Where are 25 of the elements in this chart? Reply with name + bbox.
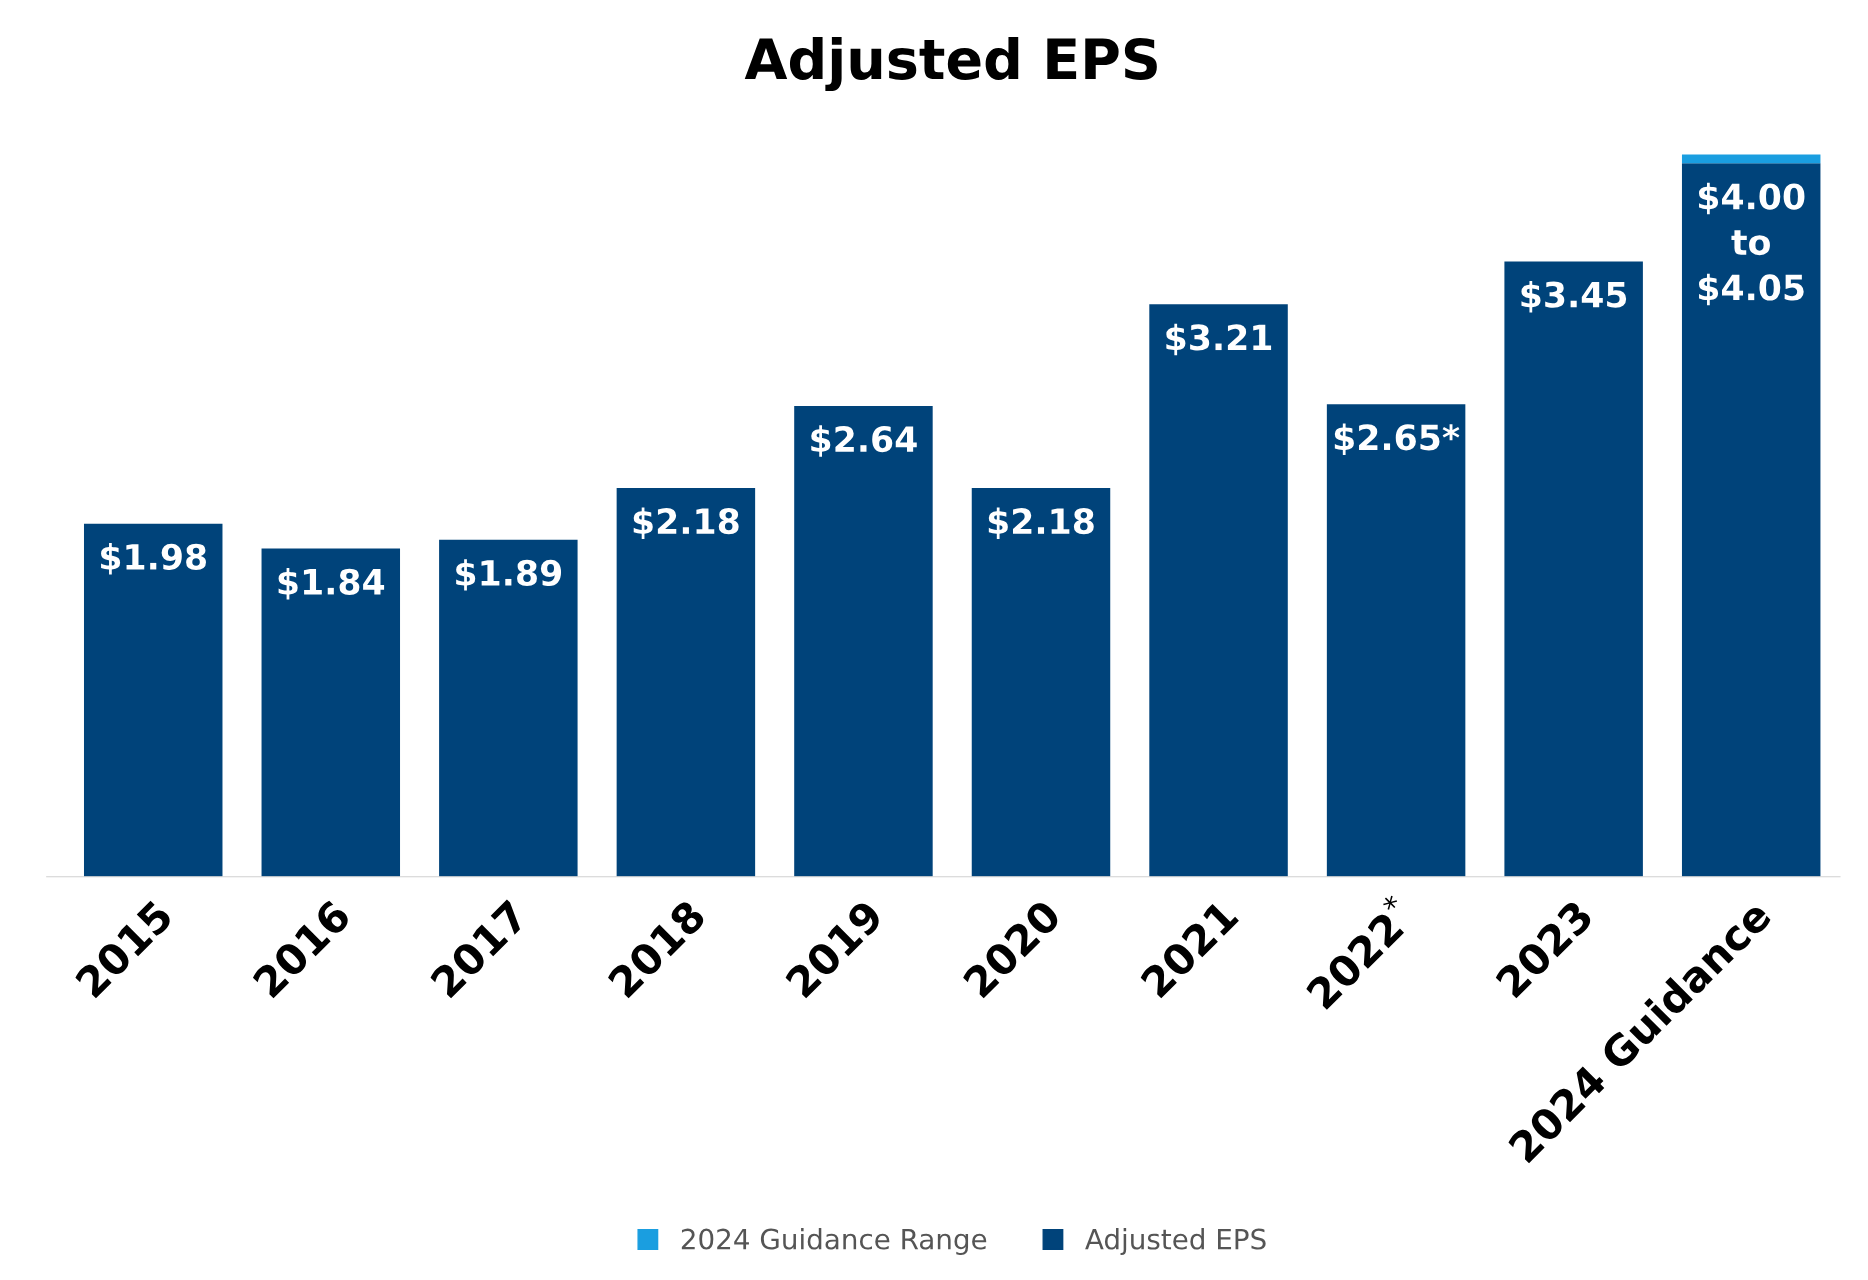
data-label: $4.00 to $4.05: [1699, 182, 1805, 306]
data-label: $3.21: [1166, 323, 1272, 356]
x-tick-label: 2022$^{*}$: [1300, 893, 1417, 1011]
bar: [1149, 304, 1288, 877]
data-label: $1.98: [101, 543, 206, 575]
chart-title: Adjusted EPS: [744, 36, 1157, 92]
bar: [794, 405, 933, 877]
bar: [1326, 404, 1466, 877]
data-label: $2.18: [988, 507, 1094, 539]
data-label: $1.84: [278, 568, 385, 600]
data-label: $2.18: [633, 507, 739, 539]
data-label: $3.45: [1521, 280, 1627, 313]
bar: [261, 548, 401, 877]
legend-label: Adjusted EPS: [1085, 1228, 1266, 1255]
legend-label: 2024 Guidance Range: [681, 1228, 987, 1255]
data-label: $2.65*: [1334, 423, 1460, 456]
bar: [1681, 163, 1821, 877]
data-label: $1.89: [456, 559, 562, 591]
data-label: $2.64: [811, 425, 917, 457]
bar: [971, 487, 1111, 877]
bar: [439, 539, 578, 877]
bar: [616, 487, 756, 877]
bar: [1681, 154, 1821, 164]
bar: [83, 523, 223, 877]
bar: [1504, 261, 1643, 877]
